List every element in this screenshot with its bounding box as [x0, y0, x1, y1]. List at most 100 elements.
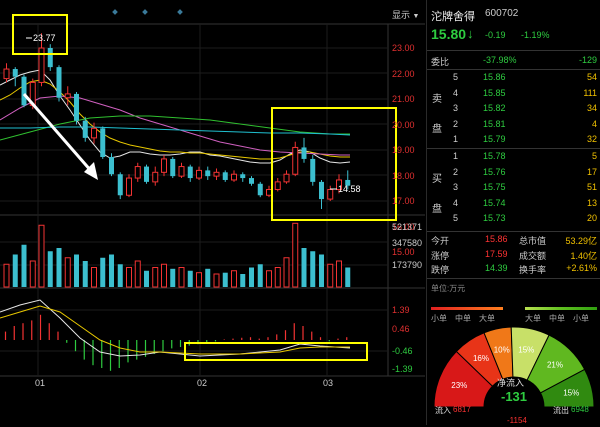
volume-bar: [213, 273, 220, 288]
flow-right-label-2: 小单: [573, 314, 589, 323]
candle-body: [56, 67, 62, 98]
buy-level: 5: [453, 213, 459, 223]
display-button[interactable]: 显示 ▼: [392, 8, 419, 21]
sell-level: 3: [453, 103, 459, 113]
candle-body: [152, 171, 159, 183]
buy-price: 15.75: [483, 182, 506, 192]
high-price-label: 23.77: [33, 33, 56, 43]
inflow-label: 流入: [435, 406, 451, 415]
volume-bar: [126, 267, 132, 288]
volume-bar: [82, 261, 88, 287]
volume-axis-label: 173790: [392, 260, 423, 270]
volume-bar: [47, 251, 53, 287]
volume-bar: [257, 264, 263, 287]
volume-bar: [12, 254, 18, 287]
flow-left-label-0: 小单: [431, 314, 447, 323]
price-change: -0.19: [485, 30, 506, 40]
net-inflow-label: 净流入: [497, 378, 525, 388]
volume-bar: [56, 248, 62, 287]
stock-name: 沱牌舍得: [431, 11, 475, 23]
buy-label-bottom: 盘: [432, 204, 442, 215]
sell-price: 15.86: [483, 72, 506, 82]
ma-line-green: [0, 115, 350, 141]
candle-body: [319, 181, 324, 200]
gauge-segment-label: 15%: [518, 345, 534, 354]
buy-price: 15.76: [483, 166, 506, 177]
macd-dif-line: [0, 299, 351, 357]
kline-svg[interactable]: 23.77 14.58: [0, 0, 425, 425]
candle-body: [170, 158, 176, 177]
sell-price: 15.82: [483, 103, 506, 113]
flow-right-label-1: 中单: [549, 314, 565, 323]
buy-row[interactable]: 4 15.74 13: [427, 198, 600, 212]
buy-level: 3: [453, 182, 459, 192]
candle-body: [301, 147, 307, 159]
sell-row[interactable]: 3 15.82 34: [427, 103, 600, 117]
sell-row[interactable]: 4 15.85 111: [427, 88, 600, 102]
buy-volume: 13: [586, 197, 597, 208]
gauge-segment-label: 16%: [473, 354, 489, 363]
capital-flow-gauge: 23% 16% 10% 15% 21% 15%: [433, 326, 595, 425]
buy-row[interactable]: 3 15.75 51: [427, 182, 600, 196]
gauge-segment-label: 23%: [451, 381, 467, 390]
highlight-box-low: [271, 107, 397, 221]
stock-title: 沱牌舍得 600702: [427, 8, 600, 24]
stat-label: 涨停: [431, 250, 450, 261]
buy-level: 1: [453, 151, 459, 161]
top-markers: [112, 9, 183, 15]
stock-code: 600702: [485, 8, 519, 19]
candle-body: [213, 171, 220, 177]
volume-bar: [109, 254, 114, 287]
stat-value: 1.40亿: [570, 250, 597, 261]
macd-axis-label: 0.46: [392, 324, 410, 334]
down-arrow-icon: ↓: [467, 26, 474, 41]
trend-arrow-head: [84, 162, 98, 180]
sell-volume: 54: [586, 72, 597, 82]
sell-row[interactable]: 1 15.79 32: [427, 134, 600, 148]
candle-body: [231, 173, 237, 181]
kline-chart-area[interactable]: 23.77 14.58 23.00 22.00 21.00 20.00 19.00 18.…: [0, 0, 425, 425]
candle-body: [327, 189, 334, 200]
volume-bar: [29, 260, 36, 288]
sell-row[interactable]: 2 15.81 4: [427, 119, 600, 133]
volume-bar: [292, 222, 299, 288]
ma-line-cyan: [0, 126, 351, 136]
candle-body: [117, 174, 123, 196]
sell-level: 4: [453, 87, 459, 98]
candle-body: [82, 120, 88, 138]
x-axis-label: 01: [35, 378, 46, 388]
candle-body: [38, 47, 45, 83]
volume-bar: [319, 254, 324, 287]
buy-row[interactable]: 1 15.78 5: [427, 151, 600, 165]
candle-body: [336, 179, 342, 191]
buy-row[interactable]: 5 15.73 20: [427, 213, 600, 227]
volume-bar: [21, 244, 27, 287]
current-price: 15.80: [431, 26, 467, 42]
volume-bar: [3, 263, 10, 288]
weibi-pct: -37.98%: [483, 55, 517, 65]
volume-bar: [345, 267, 351, 287]
volume-bar: [74, 254, 79, 287]
price-axis-label: 18.00: [392, 170, 415, 181]
candle-body: [47, 48, 53, 68]
buy-level: 4: [453, 197, 459, 208]
macd-axis-label: -1.39: [392, 364, 413, 374]
price-axis-label: 23.00: [392, 43, 415, 53]
stat-value: 53.29亿: [565, 236, 597, 246]
sell-volume: 111: [583, 87, 597, 98]
buy-row[interactable]: 2 15.76 17: [427, 167, 600, 181]
price-axis-label: 22.00: [392, 68, 415, 79]
net-inflow-value: -131: [501, 389, 528, 404]
stats-row: 跌停 14.39 换手率 +2.61%: [427, 263, 600, 277]
volume-bar: [283, 257, 290, 288]
sell-level: 2: [453, 118, 459, 129]
sell-level: 5: [453, 72, 459, 82]
sell-price: 15.85: [483, 87, 506, 98]
volume-bar: [266, 270, 272, 288]
trend-arrow: [22, 93, 94, 173]
sell-price: 15.79: [483, 134, 506, 144]
gauge-segment-label: 21%: [547, 361, 563, 370]
weibi-value: -129: [578, 55, 597, 65]
volume-axis-label: 347580: [392, 238, 423, 248]
sell-row[interactable]: 5 15.86 54: [427, 72, 600, 86]
